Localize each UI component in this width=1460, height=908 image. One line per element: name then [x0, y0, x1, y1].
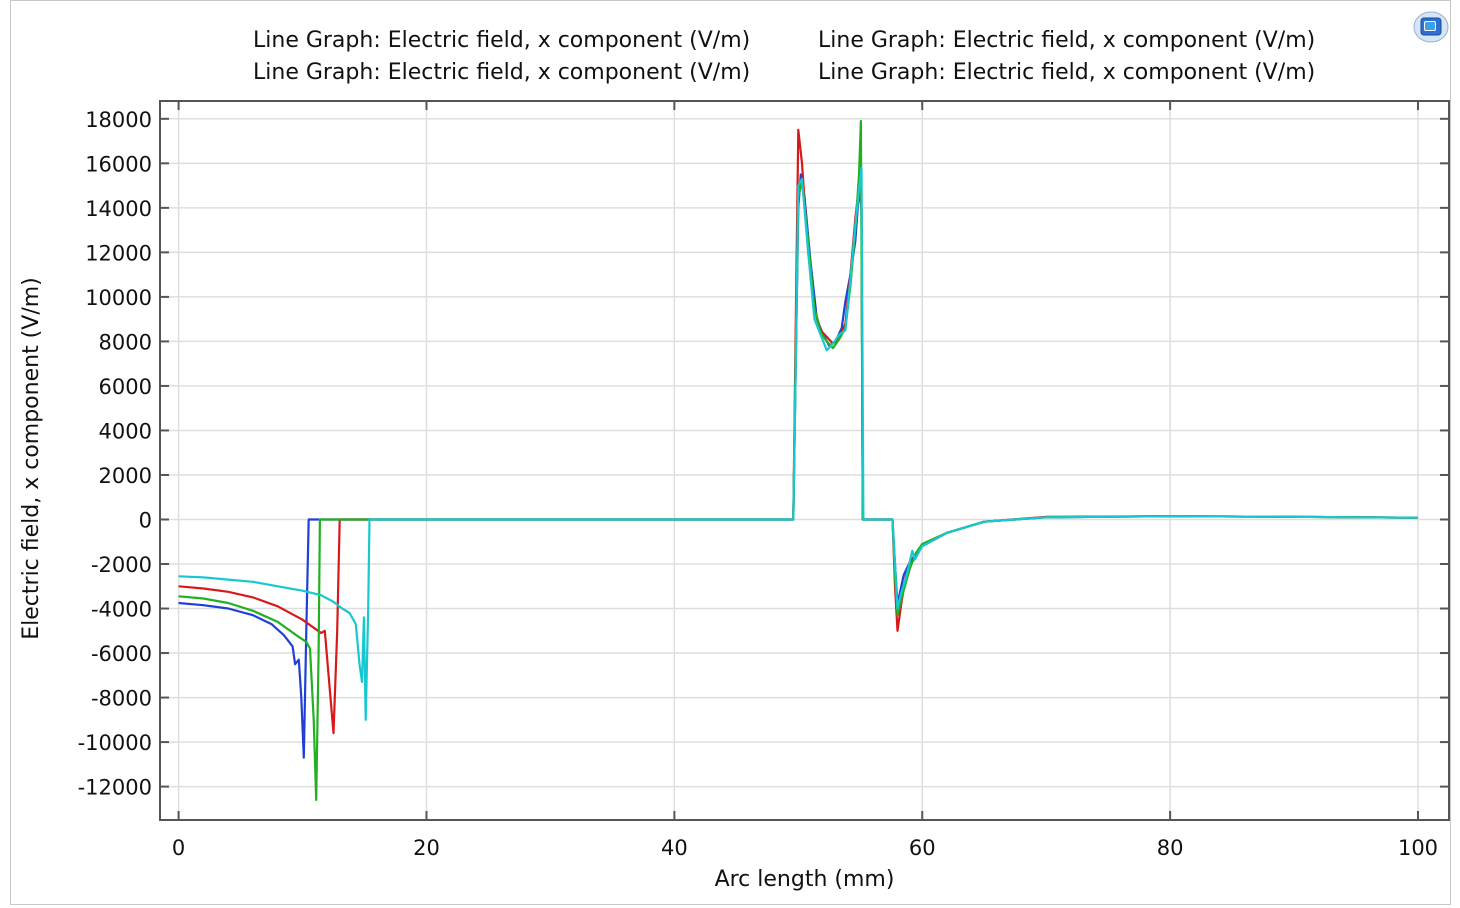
y-tick-label: -10000: [78, 731, 152, 755]
y-tick-label: 16000: [85, 152, 152, 176]
window-frame: [10, 0, 1451, 905]
y-tick-label: -6000: [91, 642, 152, 666]
y-tick-label: 12000: [85, 241, 152, 265]
legend-entry-1: Line Graph: Electric field, x component …: [253, 28, 750, 53]
legend: Line Graph: Electric field, x component …: [253, 28, 1315, 85]
y-tick-labels: 18000 16000 14000 12000 10000 8000 6000 4000 200…: [78, 108, 152, 800]
x-tick-label: 0: [172, 836, 185, 860]
legend-entry-2: Line Graph: Electric field, x component …: [818, 28, 1315, 53]
x-tick-labels: 0 20 40 60 80 100: [172, 836, 1438, 860]
plot-frame: [159, 100, 1450, 821]
y-tick-label: -12000: [78, 776, 152, 800]
legend-entry-4: Line Graph: Electric field, x component …: [818, 60, 1315, 85]
y-tick-label: 18000: [85, 108, 152, 132]
y-tick-label: 10000: [85, 286, 152, 310]
y-tick-label: 2000: [99, 464, 152, 488]
x-tick-label: 100: [1398, 836, 1438, 860]
y-tick-label: 0: [139, 508, 152, 532]
y-axis-label: Electric field, x component (V/m): [19, 277, 44, 640]
legend-entry-3: Line Graph: Electric field, x component …: [253, 60, 750, 85]
x-axis-label: Arc length (mm): [715, 867, 895, 892]
y-tick-label: -2000: [91, 553, 152, 577]
comsol-graphics-icon[interactable]: [1413, 11, 1449, 43]
x-tick-label: 20: [413, 836, 440, 860]
y-tick-label: 8000: [99, 330, 152, 354]
y-tick-label: 14000: [85, 197, 152, 221]
y-tick-label: 4000: [99, 419, 152, 443]
x-tick-label: 40: [661, 836, 688, 860]
axis-ticks: [160, 101, 1449, 820]
series-lines: [178, 119, 1419, 802]
x-tick-label: 60: [909, 836, 936, 860]
x-tick-label: 80: [1157, 836, 1184, 860]
y-tick-label: -4000: [91, 598, 152, 622]
y-tick-label: 6000: [99, 375, 152, 399]
series-line-4: [178, 166, 1419, 721]
y-tick-label: -8000: [91, 687, 152, 711]
